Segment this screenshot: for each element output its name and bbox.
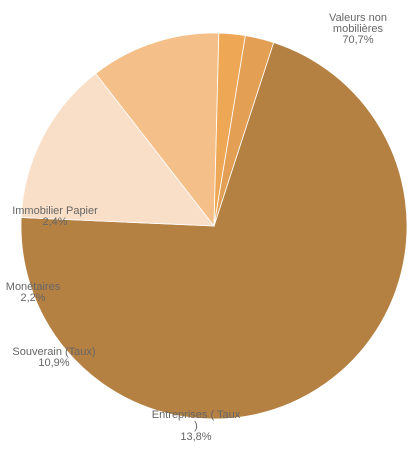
slice-label: Souverain (Taux) 10,9% xyxy=(12,346,95,369)
slice-percentage: 70,7% xyxy=(342,34,373,46)
slice-category-name: Souverain (Taux) xyxy=(12,346,95,358)
pie-slice[interactable] xyxy=(95,32,220,228)
slice-percentage: 2,4% xyxy=(42,216,67,228)
pie-labels: Valeurs non mobilières 70,7% Entreprises ( … xyxy=(6,12,387,443)
slice-category-name: Monétaires xyxy=(6,281,61,293)
slice-category-name: Immobilier Papier xyxy=(12,205,98,217)
slice-label: Entreprises ( Taux) 13,8% xyxy=(152,409,241,443)
slice-category-name: Entreprises ( Taux xyxy=(152,409,241,421)
pie-slice[interactable] xyxy=(213,35,275,227)
slice-percentage: 13,8% xyxy=(180,431,211,443)
slice-percentage: 10,9% xyxy=(38,357,69,369)
pie-slice[interactable] xyxy=(20,72,215,227)
slice-percentage: 2,2% xyxy=(20,292,45,304)
slice-category-name: ) xyxy=(194,420,198,432)
pie-slices xyxy=(20,32,408,420)
slice-label: Monétaires 2,2% xyxy=(6,281,61,304)
slice-category-name: mobilières xyxy=(333,23,384,35)
pie-slice[interactable] xyxy=(20,41,408,420)
slice-category-name: Valeurs non xyxy=(329,12,387,24)
slice-label: Immobilier Papier 2,4% xyxy=(12,205,98,228)
slice-label: Valeurs non mobilières 70,7% xyxy=(329,12,387,46)
